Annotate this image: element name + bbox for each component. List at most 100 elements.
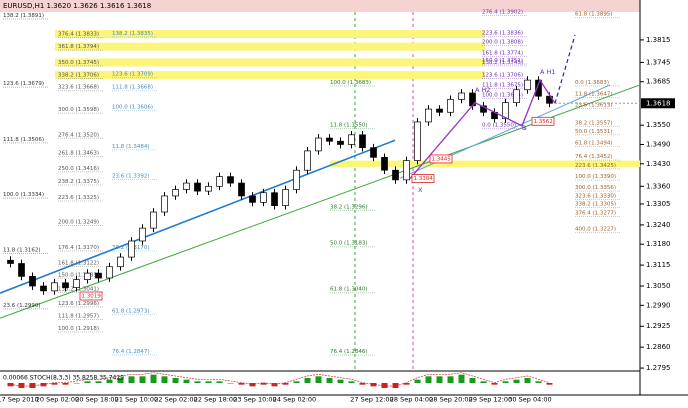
indicator-bar <box>293 381 300 383</box>
candle-body <box>436 108 443 113</box>
candle-body <box>502 102 509 120</box>
fib-band <box>55 30 485 39</box>
fib-label: 76.4 (1.3452) <box>575 154 613 160</box>
indicator-bar <box>304 378 311 383</box>
fib-label: 338.2 (1.3305) <box>575 201 616 207</box>
indicator-bar <box>392 383 399 388</box>
indicator-bar <box>29 383 36 388</box>
fib-label: 111.8 (1.3675) <box>482 82 523 88</box>
fib-label: 200.0 (1.3249) <box>58 220 99 226</box>
indicator-bar <box>337 379 344 383</box>
candle-body <box>337 140 344 145</box>
price-tick-label: 1.3360 <box>646 182 671 190</box>
fib-label: 0.0 (1.3683) <box>575 80 609 86</box>
fib-label: 38.2 (1.3557) <box>575 120 613 126</box>
time-label: 20 Sep 18:00 <box>75 396 118 404</box>
fib-label: 50.0 (1.3183) <box>330 241 368 247</box>
candle-body <box>271 192 278 206</box>
fib-label: 23.6 (1.2990) <box>3 303 41 309</box>
chart-title: EURUSD,H1 1.3620 1.3626 1.3616 1.3618 <box>3 2 151 10</box>
price-tick-label: 1.3115 <box>646 261 671 269</box>
time-label: 27 Sep 12:00 <box>350 396 393 404</box>
candle-body <box>106 266 113 279</box>
time-label: 22 Sep 02:00 <box>154 396 197 404</box>
indicator-bar <box>348 381 355 383</box>
candle-body <box>381 156 388 171</box>
candle-body <box>359 134 366 149</box>
fib-label: 276.4 (1.3520) <box>58 132 99 138</box>
candle-body <box>348 134 355 145</box>
candle-body <box>535 79 542 97</box>
price-tick-label: 1.3745 <box>646 58 671 66</box>
price-marker-label: 1.3445 <box>432 156 452 162</box>
candle-body <box>183 182 190 190</box>
fib-label: 138.2 (1.3891) <box>3 13 44 19</box>
fib-label: 350.0 (1.3745) <box>58 60 99 66</box>
fib-label: 150.0 (1.3085) <box>58 272 99 278</box>
fib-label: 111.8 (1.3668) <box>112 85 153 91</box>
fib-label: 111.8 (1.3506) <box>3 137 44 143</box>
indicator-bar <box>513 379 520 383</box>
price-tick-label: 1.2860 <box>646 343 671 351</box>
fib-label: 138.2 (1.3835) <box>112 31 153 37</box>
candle-body <box>128 240 135 258</box>
fib-label: 361.8 (1.3794) <box>58 44 99 50</box>
price-tick-label: 1.3240 <box>646 221 671 229</box>
fib-label: 61.8 (1.3040) <box>330 287 368 293</box>
candle-body <box>524 79 531 91</box>
candle-body <box>480 105 487 113</box>
price-tick-label: 1.3815 <box>646 36 671 44</box>
candle-body <box>161 195 168 213</box>
indicator-bar <box>172 378 179 383</box>
indicator-bar <box>260 383 267 385</box>
price-tick-label: 1.2990 <box>646 301 671 309</box>
price-tick-label: 1.3050 <box>646 282 671 290</box>
price-marker <box>79 291 103 301</box>
fib-label: 61.8 (1.3895) <box>575 12 613 18</box>
fib-label: 23.6 (1.3613) <box>575 102 613 108</box>
fib-label: 11.8 (1.3647) <box>575 91 613 97</box>
candle-body <box>392 169 399 181</box>
indicator-bar <box>18 383 25 388</box>
fib-label: 323.6 (1.3668) <box>58 85 99 91</box>
candle-body <box>73 279 80 288</box>
fib-label: 400.0 (1.3227) <box>575 227 616 233</box>
candle-body <box>139 227 146 242</box>
candle-body <box>458 92 465 100</box>
fib-label: 100.0 (1.3683) <box>330 80 371 86</box>
candle-body <box>95 272 102 279</box>
fib-label: 376.4 (1.3277) <box>575 210 616 216</box>
time-label: 17 Sep 2010 <box>0 396 39 404</box>
candle-body <box>29 276 36 287</box>
fib-label: 123.6 (1.2996) <box>58 301 99 307</box>
indicator-bar <box>150 374 157 383</box>
fib-label: 23.6 (1.3392) <box>112 173 150 179</box>
fib-label: 176.4 (1.3170) <box>58 245 99 251</box>
candle-body <box>7 259 14 264</box>
candle-body <box>370 147 377 158</box>
indicator-bar <box>84 381 91 383</box>
fib-label: 276.4 (1.3902) <box>482 9 523 15</box>
fib-label: 238.2 (1.3375) <box>58 179 99 185</box>
fib-label: 11.8 (1.3550) <box>330 123 368 129</box>
indicator-bar <box>62 383 69 385</box>
indicator-bar <box>315 376 322 383</box>
candle-body <box>18 263 25 277</box>
fib-label: 323.6 (1.3330) <box>575 193 616 199</box>
fib-label: 76.4 (1.2846) <box>330 349 368 355</box>
fib-label: 138.2 (1.3041) <box>58 286 99 292</box>
indicator-bar <box>458 374 465 383</box>
indicator-bar <box>51 383 58 385</box>
pattern-label: A H1 <box>540 68 556 76</box>
indicator-bar <box>238 383 245 385</box>
candle-body <box>249 195 256 203</box>
indicator-bar <box>425 376 432 383</box>
indicator-bar <box>73 383 80 384</box>
fib-label: 250.0 (1.3416) <box>58 166 99 172</box>
fib-label: 100.0 (1.2918) <box>58 326 99 332</box>
fib-label: 100.0 (1.3390) <box>575 174 616 180</box>
fib-label: 300.0 (1.3598) <box>58 107 99 113</box>
pattern-label: X <box>418 186 423 194</box>
pattern-label: A H2 <box>475 86 491 94</box>
